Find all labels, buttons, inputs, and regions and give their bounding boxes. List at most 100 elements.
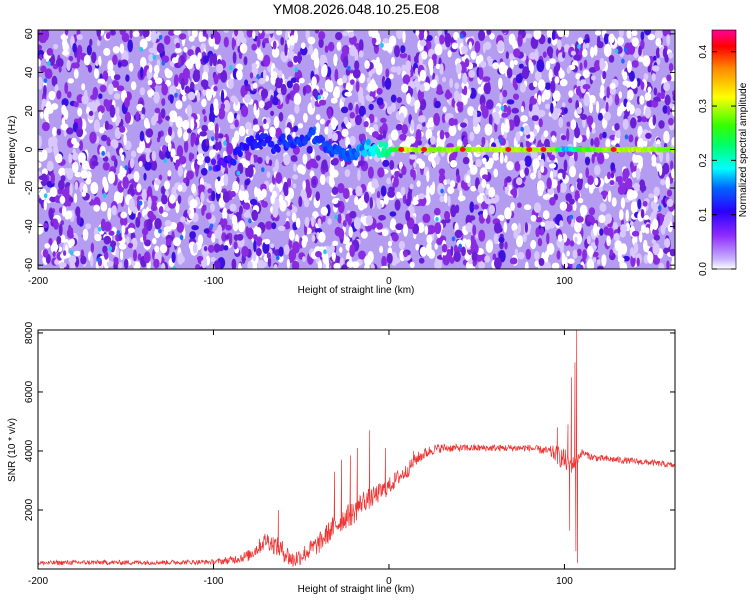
noise-speck [367, 166, 374, 179]
noise-speck [618, 91, 622, 99]
noise-speck [64, 30, 69, 36]
noise-speck [390, 66, 398, 73]
noise-speck [403, 250, 408, 258]
noise-speck [613, 232, 620, 242]
track-peak [540, 147, 547, 152]
noise-speck [484, 123, 493, 136]
noise-speck [279, 200, 287, 212]
noise-speck [64, 188, 69, 200]
noise-speck [468, 69, 476, 78]
noise-speck [254, 186, 258, 198]
noise-speck [453, 90, 460, 103]
noise-speck [553, 65, 559, 76]
noise-speck [287, 93, 291, 100]
noise-speck [535, 227, 540, 238]
noise-speck [450, 160, 458, 168]
noise-speck [252, 118, 258, 126]
noise-speck [110, 139, 118, 148]
noise-speck [586, 126, 590, 140]
noise-speck [315, 123, 321, 131]
colorbar-tick-label: 0.1 [698, 207, 709, 221]
noise-speck [272, 166, 277, 172]
noise-speck [176, 145, 184, 159]
noise-speck [119, 125, 126, 133]
noise-speck [273, 264, 278, 269]
noise-speck [167, 170, 172, 177]
noise-speck [574, 220, 582, 233]
noise-speck [478, 261, 486, 269]
noise-speck [524, 155, 532, 167]
noise-speck [382, 159, 390, 167]
noise-speck [364, 60, 370, 69]
noise-speck [342, 30, 349, 37]
noise-speck [596, 101, 600, 114]
noise-speck [174, 47, 182, 54]
noise-speck [494, 257, 502, 269]
noise-speck [456, 174, 461, 183]
noise-speck [271, 47, 280, 58]
noise-speck [165, 135, 172, 144]
noise-speck [597, 35, 601, 47]
noise-speck [283, 187, 289, 197]
noise-speck [606, 235, 611, 247]
noise-speck [207, 188, 213, 194]
noise-speck [460, 122, 467, 128]
noise-speck [277, 254, 284, 263]
noise-speck [349, 45, 357, 57]
noise-speck [462, 136, 468, 147]
noise-speck [295, 217, 301, 229]
noise-speck [578, 173, 583, 179]
noise-spot [347, 65, 351, 71]
noise-speck [655, 47, 661, 59]
noise-speck [298, 77, 305, 84]
noise-speck [394, 199, 401, 211]
noise-speck [358, 198, 363, 206]
noise-speck [181, 95, 187, 102]
noise-speck [186, 104, 192, 118]
noise-speck [137, 253, 142, 261]
track-cell [354, 150, 360, 158]
noise-speck [154, 179, 161, 185]
noise-speck [324, 45, 329, 53]
noise-speck [293, 93, 302, 106]
noise-speck [304, 216, 310, 228]
noise-speck [188, 152, 193, 162]
noise-speck [354, 60, 360, 71]
noise-spot [498, 138, 503, 144]
noise-speck [577, 197, 584, 204]
noise-speck [148, 64, 153, 73]
noise-speck [576, 248, 582, 257]
noise-speck [547, 37, 552, 44]
track-cell [365, 138, 371, 146]
noise-speck [93, 68, 100, 79]
noise-speck [597, 152, 605, 165]
noise-speck [154, 218, 162, 230]
noise-speck [44, 243, 50, 249]
noise-speck [217, 141, 222, 151]
noise-speck [293, 163, 297, 172]
noise-speck [107, 60, 114, 73]
colorbar-ticks: 0.0 0.1 0.2 0.3 0.4 [698, 44, 736, 276]
noise-speck [108, 230, 115, 236]
noise-speck [509, 257, 518, 265]
noise-speck [630, 117, 637, 129]
noise-speck [223, 173, 229, 186]
noise-speck [120, 154, 125, 162]
noise-speck [389, 73, 394, 80]
noise-speck [361, 202, 368, 209]
noise-speck [73, 250, 81, 256]
noise-speck [406, 92, 412, 105]
noise-speck [599, 228, 604, 236]
noise-speck [609, 82, 616, 90]
noise-speck [602, 70, 607, 80]
noise-speck [150, 30, 157, 43]
noise-speck [231, 258, 237, 269]
noise-speck [350, 79, 355, 85]
noise-speck [505, 176, 512, 183]
noise-speck [40, 111, 44, 119]
noise-speck [116, 85, 125, 92]
noise-speck [251, 209, 259, 222]
noise-speck [371, 131, 380, 138]
noise-speck [586, 258, 595, 269]
noise-speck [484, 255, 491, 263]
